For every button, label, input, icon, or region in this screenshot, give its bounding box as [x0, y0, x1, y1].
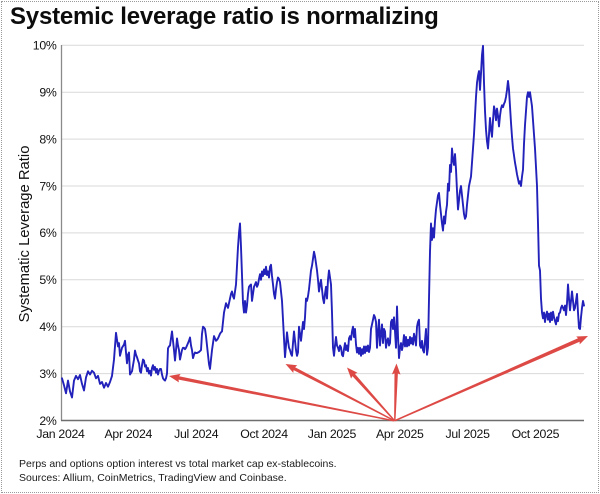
svg-text:4%: 4%: [39, 320, 57, 334]
svg-text:Jul 2024: Jul 2024: [174, 427, 219, 441]
svg-text:8%: 8%: [39, 132, 57, 146]
svg-text:2%: 2%: [39, 414, 57, 428]
svg-text:Jan 2025: Jan 2025: [308, 427, 357, 441]
svg-text:Apr 2025: Apr 2025: [376, 427, 424, 441]
svg-text:3%: 3%: [39, 367, 57, 381]
svg-text:Jul 2025: Jul 2025: [446, 427, 491, 441]
svg-text:6%: 6%: [39, 226, 57, 240]
svg-text:7%: 7%: [39, 179, 57, 193]
svg-text:5%: 5%: [39, 273, 57, 287]
svg-text:Jan 2024: Jan 2024: [36, 427, 85, 441]
svg-text:10%: 10%: [33, 39, 57, 53]
svg-text:Oct 2024: Oct 2024: [240, 427, 288, 441]
svg-text:Apr 2024: Apr 2024: [105, 427, 153, 441]
svg-text:9%: 9%: [39, 86, 57, 100]
svg-text:Systematic Leverage Ratio: Systematic Leverage Ratio: [17, 146, 33, 323]
svg-text:Oct 2025: Oct 2025: [512, 427, 560, 441]
